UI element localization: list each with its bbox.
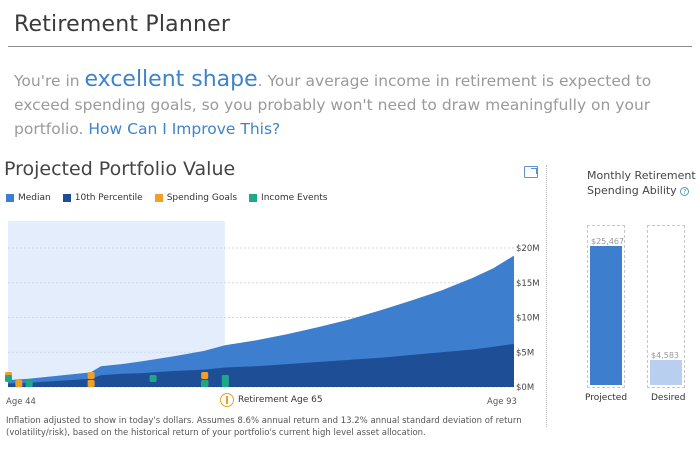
summary-text: You're in excellent shape. Your average … bbox=[14, 68, 684, 141]
desired-label: Desired bbox=[651, 393, 686, 403]
desired-bar[interactable] bbox=[650, 360, 682, 385]
export-icon[interactable] bbox=[524, 166, 538, 178]
legend-swatch-spending-goals bbox=[154, 194, 163, 202]
y-axis-ticks: $0M $5M $10M $15M $20M bbox=[516, 244, 540, 393]
legend-item-median[interactable]: Median bbox=[6, 193, 51, 203]
status-highlight: excellent shape bbox=[84, 67, 258, 92]
summary-prefix: You're in bbox=[14, 72, 85, 90]
desired-column[interactable]: $4,583 bbox=[647, 225, 685, 388]
legend-item-income-events[interactable]: Income Events bbox=[249, 193, 328, 203]
projected-column[interactable]: $25,467 bbox=[587, 225, 625, 388]
event-markers[interactable] bbox=[5, 372, 229, 387]
legend-item-spending-goals[interactable]: Spending Goals bbox=[154, 193, 238, 203]
y-tick-label: $20M bbox=[516, 244, 540, 254]
legend-label-10th-percentile: 10th Percentile bbox=[74, 193, 143, 203]
retirement-marker-icon bbox=[220, 393, 234, 407]
chart-title: Projected Portfolio Value bbox=[4, 158, 236, 180]
chart-footnote: Inflation adjusted to show in today's do… bbox=[6, 416, 522, 438]
income-event-marker[interactable] bbox=[201, 380, 209, 387]
legend-swatch-income-events bbox=[249, 194, 258, 202]
10th-percentile-area[interactable] bbox=[8, 343, 514, 387]
spending-goal-marker[interactable] bbox=[87, 372, 95, 379]
income-event-marker[interactable] bbox=[221, 380, 229, 387]
y-tick-label: $10M bbox=[516, 314, 540, 324]
panel-divider bbox=[546, 165, 547, 427]
legend-label-median: Median bbox=[18, 193, 51, 203]
spending-goal-marker[interactable] bbox=[201, 372, 209, 379]
spending-ability-title-text: Monthly Retirement Spending Ability bbox=[587, 169, 696, 197]
summary-body: . Your average income in retirement is e… bbox=[14, 72, 652, 138]
y-tick-label: $15M bbox=[516, 279, 540, 289]
spending-goal-marker[interactable] bbox=[15, 380, 23, 387]
legend-label-spending-goals: Spending Goals bbox=[166, 193, 238, 203]
improve-link[interactable]: How Can I Improve This? bbox=[88, 120, 281, 138]
help-icon[interactable]: ? bbox=[680, 186, 690, 196]
legend-swatch-median bbox=[6, 194, 14, 202]
chart-legend: Median 10th Percentile Spending Goals In… bbox=[6, 193, 328, 203]
age-end-label: Age 93 bbox=[487, 397, 517, 407]
portfolio-chart[interactable]: $0M $5M $10M $15M $20M bbox=[0, 215, 546, 393]
income-event-marker[interactable] bbox=[5, 375, 12, 382]
income-event-marker[interactable] bbox=[25, 380, 33, 387]
title-divider bbox=[8, 46, 692, 47]
retirement-marker[interactable]: Retirement Age 65 bbox=[220, 393, 323, 407]
age-start-label: Age 44 bbox=[6, 397, 36, 407]
projected-value: $25,467 bbox=[591, 237, 625, 246]
legend-swatch-10th-percentile bbox=[62, 194, 71, 202]
retirement-marker-label: Retirement Age 65 bbox=[238, 395, 323, 405]
median-area[interactable] bbox=[8, 255, 514, 387]
legend-label-income-events: Income Events bbox=[261, 193, 328, 203]
income-event-marker[interactable] bbox=[149, 375, 157, 382]
legend-item-10th-percentile[interactable]: 10th Percentile bbox=[62, 193, 143, 203]
desired-value: $4,583 bbox=[651, 351, 679, 360]
spending-goal-marker[interactable] bbox=[87, 380, 95, 387]
page-title: Retirement Planner bbox=[14, 12, 231, 37]
projected-label: Projected bbox=[585, 393, 628, 403]
y-tick-label: $5M bbox=[516, 348, 534, 358]
projected-bar[interactable] bbox=[590, 246, 622, 385]
spending-ability-title: Monthly Retirement Spending Ability ? bbox=[587, 168, 697, 198]
y-tick-label: $0M bbox=[516, 383, 534, 393]
